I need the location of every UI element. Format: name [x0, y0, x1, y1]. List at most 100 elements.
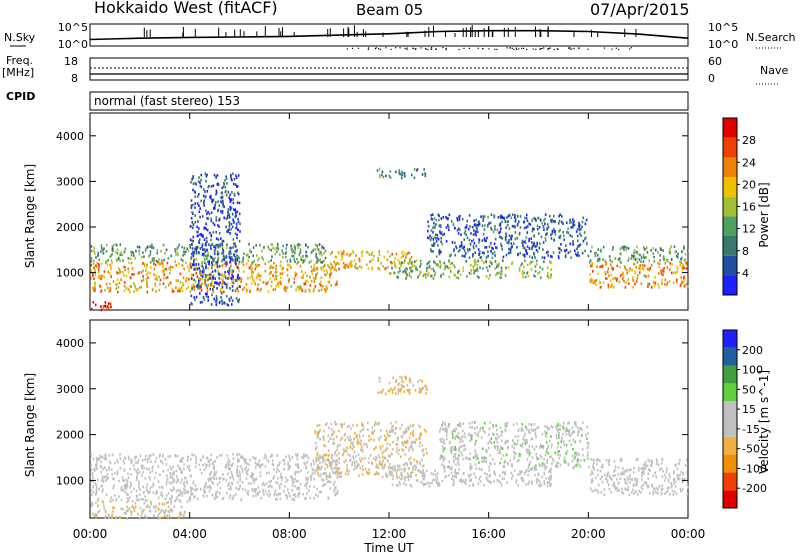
range-cell — [298, 285, 300, 288]
range-cell — [305, 243, 307, 247]
range-cell — [116, 271, 119, 275]
range-cell — [344, 263, 346, 267]
range-cell — [598, 259, 601, 262]
range-cell — [187, 491, 189, 494]
range-cell — [389, 176, 392, 179]
range-cell — [163, 258, 165, 262]
range-cell — [340, 438, 342, 442]
range-cell — [405, 377, 407, 381]
range-cell — [322, 438, 325, 441]
range-cell — [454, 474, 457, 478]
range-cell — [472, 268, 475, 272]
range-cell — [194, 495, 196, 498]
range-cell — [354, 455, 357, 458]
range-cell — [521, 270, 524, 273]
range-cell — [222, 202, 224, 206]
range-cell — [220, 296, 222, 299]
range-cell — [360, 251, 363, 255]
range-cell — [647, 485, 649, 489]
range-cell — [538, 226, 541, 229]
range-cell — [98, 458, 100, 462]
range-cell — [153, 273, 155, 276]
range-cell — [207, 252, 209, 255]
range-cell — [385, 474, 387, 477]
range-cell — [308, 288, 311, 292]
range-cell — [91, 272, 94, 275]
range-cell — [100, 470, 102, 474]
range-cell — [112, 486, 114, 490]
range-cell — [403, 259, 406, 262]
range-cell — [196, 230, 198, 234]
range-cell — [415, 465, 418, 469]
range-cell — [471, 421, 473, 424]
range-cell — [267, 485, 270, 488]
range-cell — [521, 445, 523, 448]
range-cell — [512, 242, 515, 245]
range-cell — [319, 474, 321, 478]
range-cell — [379, 391, 382, 394]
range-cell — [632, 277, 634, 281]
range-cell — [190, 493, 192, 497]
range-cell — [202, 494, 205, 498]
range-cell — [494, 473, 496, 476]
range-cell — [103, 457, 106, 460]
range-cell — [677, 477, 679, 480]
range-cell — [513, 442, 516, 445]
range-cell — [130, 490, 133, 494]
range-cell — [592, 466, 594, 470]
nsearch-point — [477, 47, 479, 49]
range-cell — [487, 250, 489, 253]
range-cell — [579, 439, 582, 443]
range-cell — [406, 439, 409, 443]
range-cell — [650, 464, 653, 468]
range-cell — [238, 239, 241, 243]
range-cell — [642, 470, 645, 473]
range-cell — [498, 224, 501, 227]
range-cell — [444, 429, 447, 433]
range-cell — [103, 270, 106, 273]
range-cell — [405, 445, 407, 449]
range-cell — [134, 256, 137, 260]
range-cell — [661, 279, 663, 282]
range-cell — [229, 494, 232, 497]
range-cell — [331, 467, 333, 471]
range-cell — [597, 491, 600, 494]
range-cell — [177, 479, 179, 483]
range-cell — [513, 225, 516, 228]
range-cell — [228, 267, 231, 270]
range-cell — [348, 470, 350, 473]
range-cell — [218, 477, 221, 480]
range-cell — [242, 256, 245, 260]
range-cell — [572, 221, 574, 225]
range-cell — [293, 258, 295, 261]
range-cell — [405, 440, 407, 444]
range-cell — [550, 233, 552, 237]
range-cell — [672, 478, 675, 481]
range-cell — [236, 201, 239, 204]
range-cell — [236, 287, 238, 290]
range-cell — [174, 247, 176, 251]
range-cell — [524, 442, 527, 445]
range-cell — [381, 467, 384, 470]
range-cell — [202, 464, 204, 467]
range-cell — [345, 450, 348, 453]
range-cell — [231, 212, 234, 216]
range-cell — [326, 475, 329, 478]
range-cell — [561, 438, 563, 441]
range-cell — [237, 290, 240, 293]
range-cell — [221, 299, 223, 303]
range-cell — [591, 281, 593, 284]
range-cell — [600, 250, 602, 253]
range-cell — [225, 463, 228, 467]
range-cell — [550, 220, 553, 224]
range-cell — [272, 246, 274, 250]
range-cell — [335, 460, 337, 463]
cpid-text: normal (fast stereo) 153 — [94, 94, 240, 108]
range-cell — [185, 476, 187, 480]
range-cell — [189, 290, 192, 293]
range-cell — [510, 234, 513, 238]
range-cell — [482, 219, 484, 222]
range-cell — [436, 484, 439, 487]
range-cell — [517, 434, 519, 438]
range-cell — [397, 436, 399, 439]
